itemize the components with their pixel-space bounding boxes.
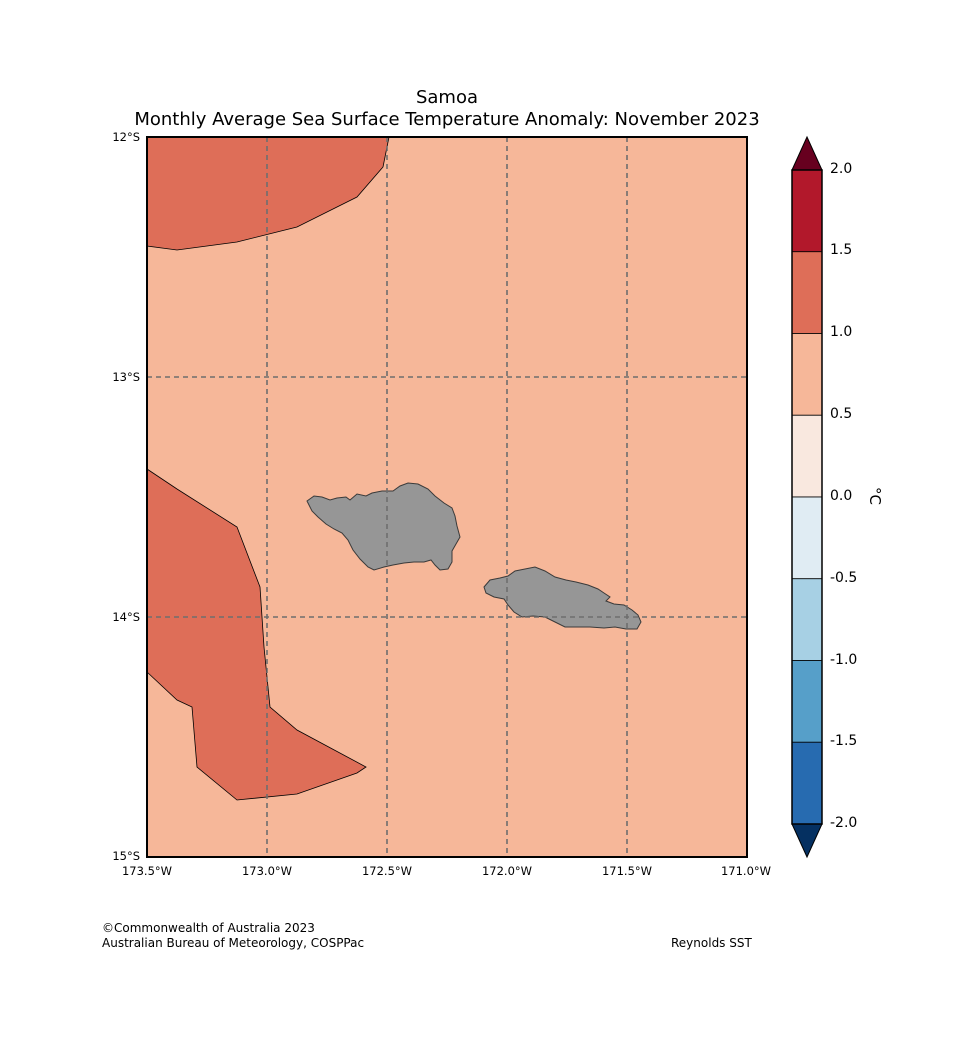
colorbar-tick: 2.0	[830, 161, 853, 177]
lon-label: 171.5°W	[601, 864, 653, 878]
colorbar-tick: 1.0	[830, 324, 853, 340]
colorbar-tick: -0.5	[830, 570, 858, 586]
lon-label: 173.5°W	[121, 864, 173, 878]
gridlines	[147, 137, 747, 857]
map-title: Samoa	[415, 87, 479, 108]
colorbar-tick: 0.0	[830, 488, 853, 504]
map-subtitle: Monthly Average Sea Surface Temperature …	[134, 109, 760, 130]
colorbar-unit: °C	[865, 487, 884, 505]
colorbar-bin	[791, 333, 823, 416]
colorbar-tick: -1.5	[830, 733, 858, 749]
source-text: Reynolds SST	[671, 936, 752, 950]
map-frame	[146, 136, 748, 858]
colorbar-bin	[791, 496, 823, 580]
agency-text: Australian Bureau of Meteorology, COSPPa…	[102, 936, 365, 950]
colorbar-bin	[791, 578, 823, 661]
lon-label: 172.5°W	[361, 864, 413, 878]
colorbar-tick: 1.5	[830, 242, 853, 258]
colorbar-tick: -2.0	[830, 815, 858, 831]
colorbar-bin	[791, 169, 823, 253]
colorbar-bin	[791, 741, 823, 825]
lon-label: 173.0°W	[241, 864, 293, 878]
lon-label: 171.0°W	[720, 864, 772, 878]
lat-label: 13°S	[112, 370, 140, 384]
colorbar-under-arrow	[791, 823, 823, 859]
lat-label: 14°S	[112, 610, 140, 624]
colorbar-frame	[791, 169, 823, 825]
upolu-island	[483, 566, 642, 630]
copyright-text: ©Commonwealth of Australia 2023	[102, 921, 315, 935]
colorbar-bin	[791, 660, 823, 743]
lat-label: 12°S	[112, 130, 140, 144]
colorbar-bin	[791, 251, 823, 334]
colorbar-over-arrow	[791, 135, 823, 171]
colorbar-tick: 0.5	[830, 406, 853, 422]
colorbar-tick: -1.0	[830, 652, 858, 668]
lon-label: 172.0°W	[481, 864, 533, 878]
savaii-island	[306, 482, 461, 571]
colorbar	[791, 135, 823, 859]
colorbar-bin	[791, 414, 823, 498]
warm-anomaly-patch-south	[146, 468, 367, 801]
lat-label: 15°S	[112, 849, 140, 863]
